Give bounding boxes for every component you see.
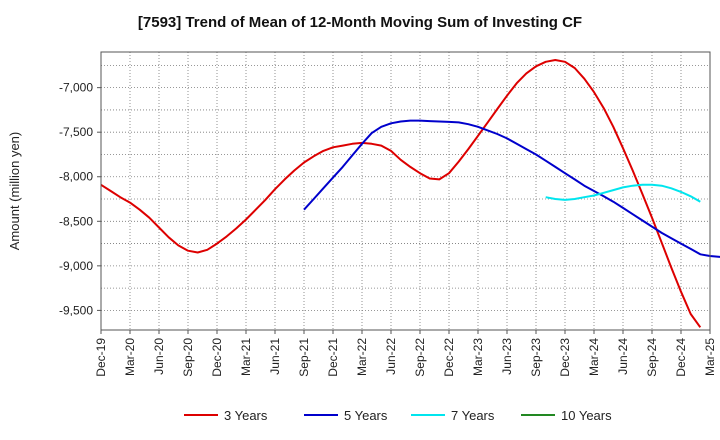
legend-label: 3 Years [224,408,268,423]
y-tick-label: -7,500 [59,125,93,139]
x-tick-label: Mar-25 [703,338,717,376]
grid [100,52,711,330]
x-tick-label: Sep-23 [529,338,543,377]
chart-title: [7593] Trend of Mean of 12-Month Moving … [137,14,583,31]
series-line-7-years [545,183,701,203]
x-tick-label: Jun-24 [616,338,630,375]
y-axis-ticks: -7,000 -7,500 -8,000 -8,500 -9,000 -9,500 [59,81,101,317]
x-tick-label: Mar-20 [123,338,137,376]
y-tick-label: -8,000 [59,170,93,184]
legend-label: 10 Years [561,408,612,423]
x-tick-label: Sep-20 [181,338,195,377]
x-tick-label: Jun-22 [384,338,398,375]
x-tick-label: Jun-20 [152,338,166,375]
y-axis-label: Amount (million yen) [7,132,22,251]
series-line-3-years [100,59,702,328]
x-axis-ticks: Dec-19 Mar-20 Jun-20 Sep-20 Dec-20 Mar-21 Jun-… [94,330,717,377]
series-line-5-years [303,119,720,258]
series-layer [100,59,720,328]
legend: 3 Years 5 Years 7 Years 10 Years [184,408,612,423]
plot-frame [100,51,711,331]
x-tick-label: Dec-23 [558,338,572,377]
legend-label: 5 Years [344,408,388,423]
x-tick-label: Dec-21 [326,338,340,377]
x-tick-label: Sep-22 [413,338,427,377]
x-tick-label: Mar-22 [355,338,369,376]
x-tick-label: Mar-24 [587,338,601,376]
x-tick-label: Jun-21 [268,338,282,375]
x-tick-label: Mar-23 [471,338,485,376]
x-tick-label: Jun-23 [500,338,514,375]
x-tick-label: Sep-21 [297,338,311,377]
y-tick-label: -8,500 [59,214,93,228]
x-tick-label: Dec-20 [210,338,224,377]
y-tick-label: -9,000 [59,259,93,273]
x-tick-label: Sep-24 [645,338,659,377]
legend-label: 7 Years [451,408,495,423]
x-tick-label: Dec-22 [442,338,456,377]
x-tick-label: Dec-19 [94,338,108,377]
y-tick-label: -7,000 [59,81,93,95]
x-tick-label: Dec-24 [674,338,688,377]
y-tick-label: -9,500 [59,303,93,317]
x-tick-label: Mar-21 [239,338,253,376]
